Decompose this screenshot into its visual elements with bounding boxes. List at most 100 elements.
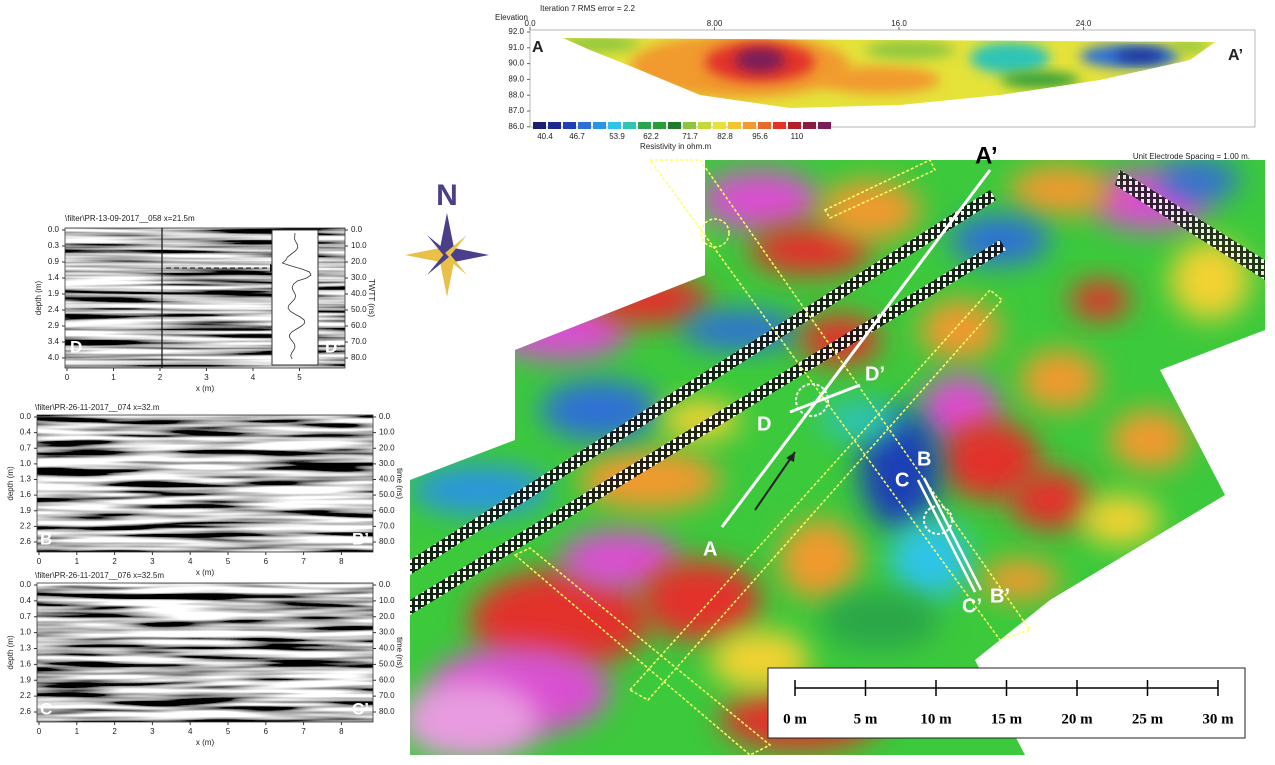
x-tick-label: 2: [112, 727, 117, 736]
depth-tick-label: 0.4: [20, 596, 32, 605]
ert-y-tick-label: 92.0: [508, 27, 524, 36]
map-anomaly: [750, 225, 870, 275]
legend-label: 110: [791, 132, 804, 141]
ert-y-tick-label: 90.0: [508, 59, 524, 68]
time-tick-label: 10.0: [351, 241, 367, 250]
x-tick-label: 4: [188, 727, 193, 736]
profile-label: D’: [865, 363, 885, 385]
gpr-panel: \filter\PR-13-09-2017__058 x=21.5m 0.0 0.3…: [34, 214, 376, 393]
ert-y-tick-label: 87.0: [508, 106, 524, 115]
north-arrow: N: [405, 179, 489, 297]
time-tick-label: 60.0: [379, 675, 395, 684]
x-axis-label: x (m): [196, 568, 215, 577]
map-anomaly: [920, 300, 1000, 360]
depth-tick-label: 1.3: [20, 644, 32, 653]
map-anomaly: [700, 170, 820, 230]
radargram-frame: [36, 414, 374, 553]
time-tick-label: 20.0: [351, 257, 367, 266]
time-tick-label: 10.0: [379, 596, 395, 605]
x-tick-label: 1: [111, 373, 116, 382]
profile-start-label: D: [70, 337, 82, 356]
depth-axis-label: depth (m): [6, 466, 15, 501]
x-tick-label: 0: [37, 727, 42, 736]
time-tick-label: 20.0: [379, 443, 395, 452]
time-tick-label: 10.0: [379, 428, 395, 437]
map-anomaly: [820, 180, 920, 240]
time-tick-label: 0.0: [379, 580, 391, 589]
scale-label: 30 m: [1202, 711, 1234, 727]
depth-tick-label: 2.2: [20, 691, 32, 700]
map-anomaly: [1080, 495, 1160, 545]
profile-label: A’: [975, 142, 998, 169]
profile-end-label: C’: [352, 699, 369, 718]
legend-swatch: [653, 122, 666, 129]
ert-y-tick-label: 89.0: [508, 75, 524, 84]
depth-tick-label: 1.4: [48, 273, 60, 282]
map-anomaly: [1070, 280, 1130, 320]
legend-swatch: [818, 122, 831, 129]
legend-swatch: [773, 122, 786, 129]
depth-axis-label: depth (m): [34, 281, 43, 316]
map-anomaly: [820, 400, 900, 440]
profile-label: C’: [962, 595, 982, 617]
legend-swatch: [623, 122, 636, 129]
map-anomaly: [410, 680, 540, 755]
profile-label: D: [757, 413, 771, 435]
ert-x-tick-label: 24.0: [1076, 19, 1092, 28]
depth-tick-label: 0.4: [20, 428, 32, 437]
ert-y-tick-label: 86.0: [508, 122, 524, 131]
profile-label: B: [917, 448, 931, 470]
depth-tick-label: 2.6: [20, 707, 32, 716]
time-tick-label: 50.0: [379, 490, 395, 499]
depth-tick-label: 0.0: [48, 225, 60, 234]
legend-title: Resistivity in ohm.m: [640, 142, 711, 151]
legend-swatch: [608, 122, 621, 129]
ert-frame: [529, 29, 1256, 128]
depth-tick-label: 1.0: [20, 628, 32, 637]
map-anomaly: [560, 530, 680, 590]
x-tick-label: 6: [264, 727, 269, 736]
map-anomaly: [580, 220, 700, 260]
x-tick-label: 2: [158, 373, 163, 382]
legend-label: 95.6: [752, 132, 768, 141]
radargram-frame: [36, 582, 374, 723]
ert-y-tick-label: 91.0: [508, 43, 524, 52]
map-anomaly: [890, 520, 970, 600]
scale-label: 5 m: [854, 711, 878, 727]
time-tick-label: 60.0: [351, 321, 367, 330]
legend-swatch: [668, 122, 681, 129]
x-tick-label: 3: [150, 557, 155, 566]
profile-end-label: B’: [352, 529, 369, 548]
radargram-frame: [64, 227, 346, 369]
panel-title: \filter\PR-13-09-2017__058 x=21.5m: [65, 214, 195, 223]
x-tick-label: 4: [251, 373, 256, 382]
legend-label: 46.7: [569, 132, 585, 141]
x-tick-label: 2: [112, 557, 117, 566]
time-tick-label: 70.0: [379, 521, 395, 530]
map-anomaly: [1010, 470, 1090, 530]
north-label: N: [436, 179, 458, 212]
legend-swatch: [758, 122, 771, 129]
depth-tick-label: 1.9: [20, 675, 32, 684]
scale-label: 25 m: [1132, 711, 1164, 727]
legend-swatch: [533, 122, 546, 129]
x-tick-label: 3: [150, 727, 155, 736]
map-anomaly: [980, 560, 1060, 600]
profile-start-label: C: [40, 699, 52, 718]
legend-label: 40.4: [537, 132, 553, 141]
depth-tick-label: 2.6: [20, 537, 32, 546]
legend-swatch: [578, 122, 591, 129]
depth-tick-label: 0.7: [20, 443, 32, 452]
depth-tick-label: 3.4: [48, 337, 60, 346]
depth-axis-label: depth (m): [6, 635, 15, 670]
map-anomaly: [1020, 350, 1100, 410]
profile-label: C: [895, 469, 909, 491]
legend-label: 53.9: [609, 132, 625, 141]
x-tick-label: 5: [226, 557, 231, 566]
elevation-label: Elevation: [495, 13, 528, 22]
trace-wiggle: [281, 232, 312, 360]
panel-title: \filter\PR-26-11-2017__074 x=32.m: [35, 403, 160, 412]
time-tick-label: 40.0: [379, 475, 395, 484]
legend-label: 82.8: [717, 132, 733, 141]
radargram: [37, 583, 373, 722]
